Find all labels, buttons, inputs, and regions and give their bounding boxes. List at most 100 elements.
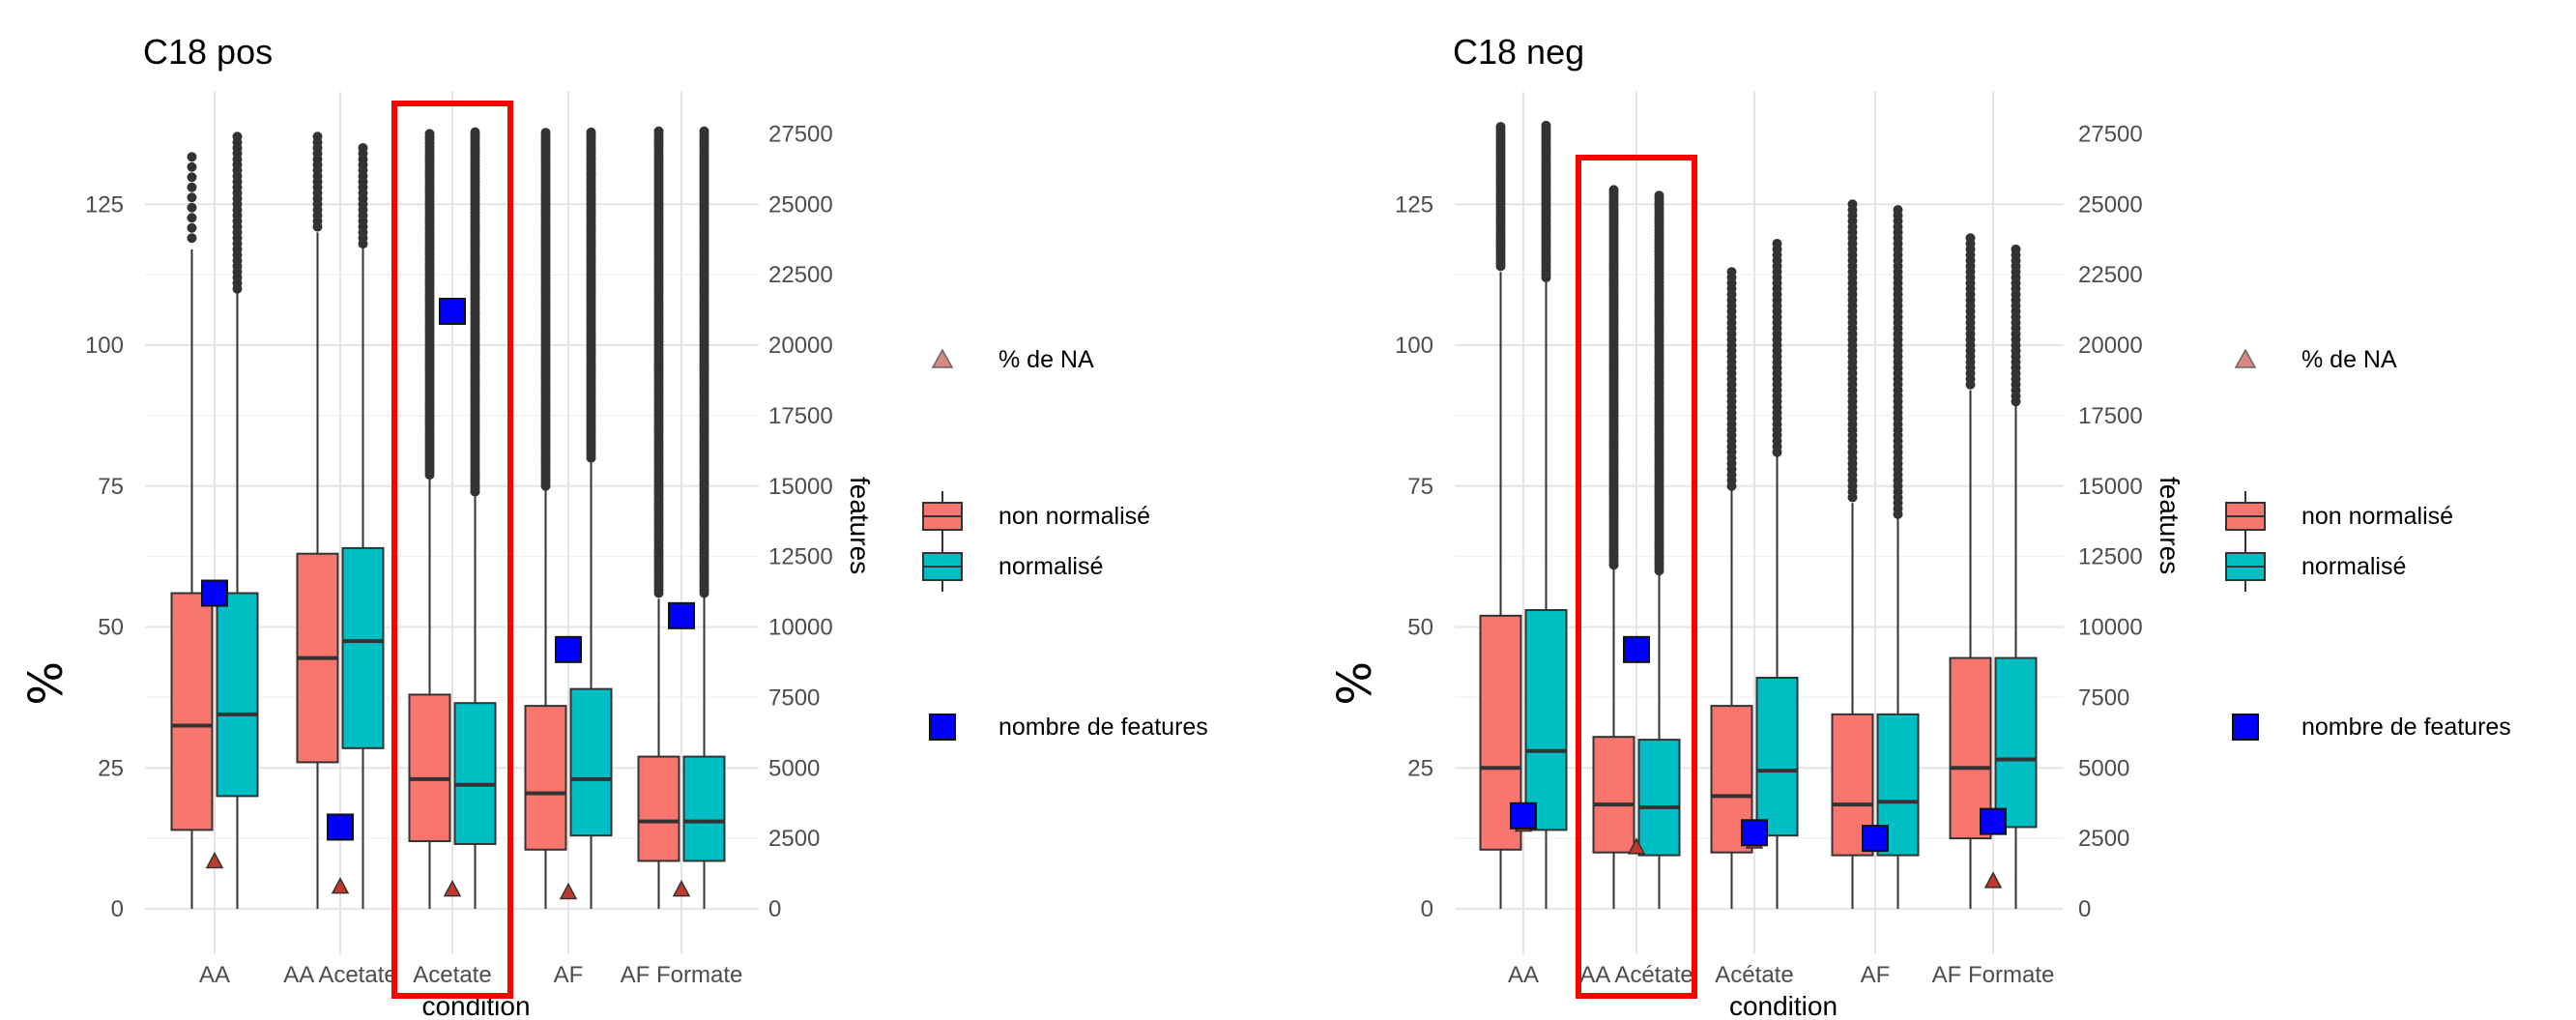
outlier-point bbox=[1893, 205, 1903, 216]
y-tick-label: 125 bbox=[85, 191, 124, 218]
na-percent-marker bbox=[331, 877, 350, 894]
y-tick-label: 25 bbox=[1407, 755, 1433, 781]
x-tick-label: AF bbox=[554, 962, 584, 988]
box-iqr bbox=[408, 693, 451, 843]
outlier-point bbox=[1965, 233, 1976, 244]
outlier-point bbox=[1772, 239, 1782, 249]
y2-tick-label: 25000 bbox=[768, 191, 833, 218]
outlier-point bbox=[187, 182, 197, 192]
legend-na-label: % de NA bbox=[2301, 346, 2397, 373]
legend-box-label: normalisé bbox=[999, 553, 1103, 580]
na-percent-marker bbox=[443, 880, 462, 897]
y-tick-label: 125 bbox=[1395, 191, 1433, 218]
box-iqr bbox=[170, 592, 214, 831]
box-iqr bbox=[682, 755, 726, 862]
y2-tick-label: 12500 bbox=[768, 544, 833, 570]
y2-tick-label: 15000 bbox=[768, 474, 833, 500]
outlier-point bbox=[187, 172, 197, 183]
box-normalise bbox=[569, 127, 613, 909]
feature-count-marker bbox=[327, 813, 354, 841]
na-percent-marker bbox=[559, 882, 578, 900]
x-tick-label: AA Acétate bbox=[1579, 962, 1693, 988]
box-iqr bbox=[453, 702, 497, 845]
feature-count-marker bbox=[439, 298, 466, 326]
outlier-point bbox=[540, 128, 551, 138]
y2-tick-label: 7500 bbox=[768, 685, 820, 711]
feature-count-marker bbox=[555, 635, 582, 663]
y2-tick-label: 27500 bbox=[768, 121, 833, 147]
feature-count-marker bbox=[1980, 807, 2007, 835]
box-non-normalise bbox=[1831, 199, 1874, 909]
y2-tick-label: 2500 bbox=[768, 826, 820, 852]
chart-panel-1: C18 pos 0 25 50 75 100 125 0 2500 5000 7500 10000 12… bbox=[19, 32, 1208, 1020]
box-iqr bbox=[1994, 656, 2038, 829]
outlier-point bbox=[1847, 199, 1858, 210]
outlier-point bbox=[232, 131, 243, 142]
y2-tick-label: 10000 bbox=[768, 615, 833, 641]
box-normalise bbox=[1994, 244, 2038, 909]
outlier-point bbox=[1495, 122, 1506, 132]
y-tick-label: 50 bbox=[1407, 615, 1433, 641]
legend-na-label: % de NA bbox=[999, 346, 1094, 373]
y2-tick-label: 22500 bbox=[2078, 262, 2143, 288]
chart-title: C18 pos bbox=[143, 32, 273, 72]
y2-tick-label: 0 bbox=[2078, 896, 2091, 922]
y2-tick-label: 5000 bbox=[768, 755, 820, 781]
outlier-point bbox=[586, 127, 596, 137]
box-iqr bbox=[569, 687, 613, 837]
legend-box-label: non normalisé bbox=[2301, 503, 2453, 530]
y2-tick-label: 25000 bbox=[2078, 191, 2143, 218]
box-iqr bbox=[1637, 739, 1681, 857]
y2-tick-label: 0 bbox=[768, 896, 781, 922]
y2-tick-label: 5000 bbox=[2078, 755, 2129, 781]
y-tick-label: 25 bbox=[98, 755, 124, 781]
legend-box-label: non normalisé bbox=[999, 503, 1150, 530]
outlier-point bbox=[358, 142, 368, 153]
box-normalise bbox=[682, 126, 726, 909]
y2-tick-label: 20000 bbox=[768, 333, 833, 359]
box-iqr bbox=[637, 755, 680, 862]
box-non-normalise bbox=[1710, 267, 1753, 909]
box-non-normalise bbox=[1479, 122, 1522, 909]
outlier-point bbox=[312, 131, 323, 142]
y-tick-label: 50 bbox=[98, 615, 124, 641]
outlier-point bbox=[187, 152, 197, 162]
outlier-point bbox=[187, 202, 197, 213]
x-tick-label: AA Acetate bbox=[283, 962, 396, 988]
box-normalise bbox=[1637, 190, 1681, 909]
box-iqr bbox=[1592, 736, 1635, 854]
box-normalise bbox=[1876, 205, 1920, 909]
x-tick-label: Acétate bbox=[1715, 962, 1793, 988]
y-tick-label: 75 bbox=[98, 474, 124, 500]
outlier-point bbox=[187, 213, 197, 223]
box-non-normalise bbox=[1949, 233, 1992, 909]
feature-count-marker bbox=[1510, 801, 1537, 830]
feature-count-marker bbox=[201, 579, 228, 607]
x-tick-label: Acetate bbox=[413, 962, 491, 988]
legend-features-label: nombre de features bbox=[999, 714, 1208, 741]
chart-panel-2: C18 neg 0 25 50 75 100 125 0 2500 5000 7500 10000 12… bbox=[1328, 32, 2511, 1020]
y2-tick-label: 12500 bbox=[2078, 544, 2143, 570]
y-tick-label: 75 bbox=[1407, 474, 1433, 500]
x-tick-label: AF bbox=[1861, 962, 1891, 988]
x-axis-title: condition bbox=[1729, 991, 1838, 1020]
box-non-normalise bbox=[296, 131, 339, 909]
y2-tick-label: 17500 bbox=[768, 403, 833, 429]
legend-features-icon bbox=[929, 714, 956, 741]
box-iqr bbox=[216, 592, 259, 798]
x-tick-label: AA bbox=[1508, 962, 1539, 988]
outlier-point bbox=[424, 129, 435, 139]
y2-tick-label: 2500 bbox=[2078, 826, 2129, 852]
box-normalise bbox=[453, 127, 497, 909]
box-non-normalise bbox=[408, 129, 451, 909]
outlier-point bbox=[699, 126, 709, 136]
y-tick-label: 0 bbox=[111, 896, 124, 922]
outlier-point bbox=[187, 233, 197, 244]
box-non-normalise bbox=[1592, 185, 1635, 909]
x-tick-label: AA bbox=[199, 962, 230, 988]
na-percent-marker bbox=[205, 851, 224, 869]
legend-features-label: nombre de features bbox=[2301, 714, 2511, 741]
y2-axis-title: features bbox=[2155, 477, 2185, 574]
box-non-normalise bbox=[637, 126, 680, 909]
legend-features-icon bbox=[2232, 714, 2259, 741]
